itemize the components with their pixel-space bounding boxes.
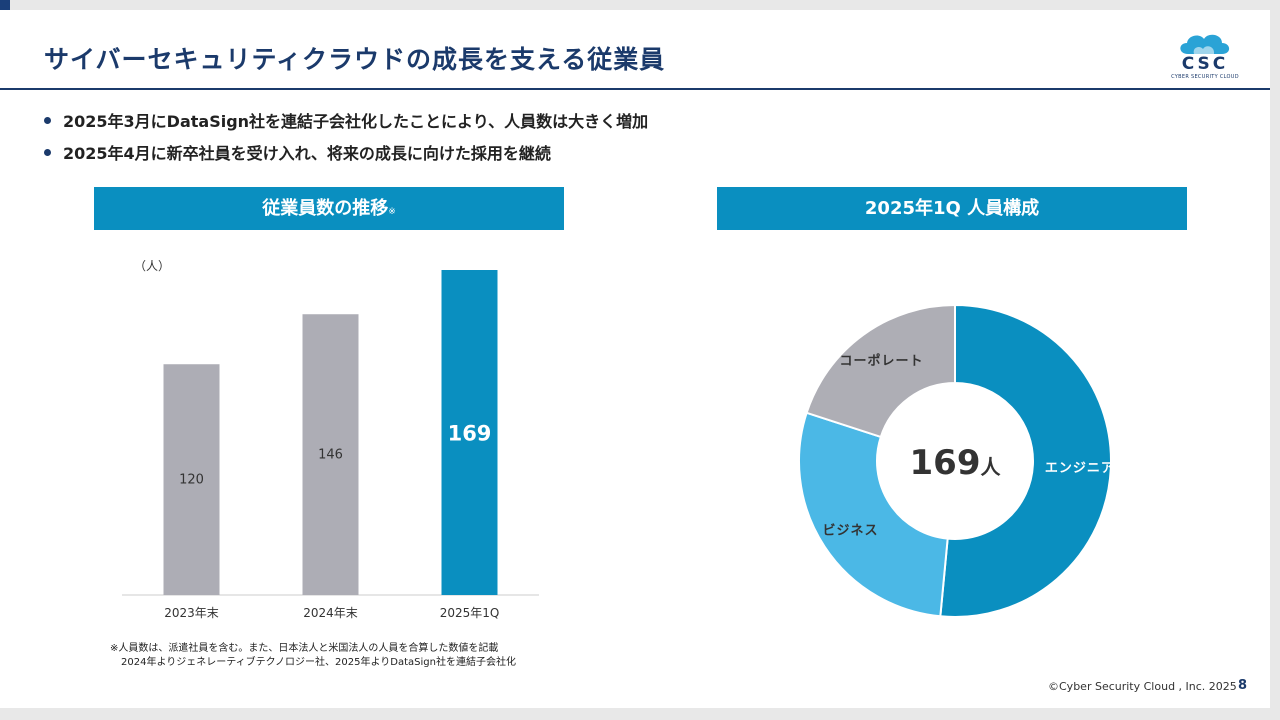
bullet-item: 2025年3月にDataSign社を連結子会社化したことにより、人員数は大きく増… bbox=[44, 106, 648, 138]
bullet-dot-icon bbox=[44, 117, 51, 124]
corner-mark bbox=[0, 0, 10, 10]
bar-chart-title-mark: ※ bbox=[388, 207, 396, 217]
company-logo: CSC CYBER SECURITY CLOUD bbox=[1170, 28, 1240, 84]
donut-center-label: 169人 bbox=[910, 443, 1002, 483]
donut-chart-title: 2025年1Q 人員構成 bbox=[864, 198, 1040, 219]
bar-chart-header: 従業員数の推移※ bbox=[94, 187, 564, 230]
donut-slice-3 bbox=[805, 303, 956, 439]
bullet-dot-icon bbox=[44, 149, 51, 156]
x-tick-label: 2025年1Q bbox=[440, 606, 500, 620]
bullet-text: 2025年3月にDataSign社を連結子会社化したことにより、人員数は大きく増… bbox=[63, 112, 649, 131]
donut-center-value: 169 bbox=[910, 443, 981, 483]
donut-slice-label: コーポレート bbox=[840, 353, 924, 369]
bar-3 bbox=[441, 270, 498, 595]
title-divider bbox=[0, 88, 1270, 90]
bullet-item: 2025年4月に新卒社員を受け入れ、将来の成長に向けた採用を継続 bbox=[44, 138, 648, 170]
bullet-text: 2025年4月に新卒社員を受け入れ、将来の成長に向けた採用を継続 bbox=[63, 144, 551, 163]
bar-chart-title: 従業員数の推移 bbox=[262, 198, 389, 219]
cloud-icon bbox=[1180, 34, 1230, 54]
footnote-line-2: 2024年よりジェネレーティブテクノロジー社、2025年よりDataSign社を… bbox=[121, 657, 516, 668]
x-tick-label: 2023年末 bbox=[164, 606, 219, 620]
copyright: ©Cyber Security Cloud , Inc. 2025 bbox=[1048, 680, 1237, 693]
bullet-list: 2025年3月にDataSign社を連結子会社化したことにより、人員数は大きく増… bbox=[44, 106, 648, 170]
donut-slice-label: エンジニア bbox=[1045, 461, 1115, 476]
page-number: 8 bbox=[1238, 678, 1248, 693]
donut-slice-label: ビジネス bbox=[823, 523, 879, 539]
bar-2 bbox=[302, 314, 359, 595]
bar-value-label: 169 bbox=[448, 422, 492, 446]
donut-slice-2 bbox=[798, 411, 949, 618]
y-unit-label: （人） bbox=[134, 259, 170, 273]
bar-chart: （人） 120 2023年末 146 2024年末 169 2025年1Q bbox=[122, 259, 539, 620]
footnote: ※人員数は、派遣社員を含む。また、日本法人と米国法人の人員を合算した数値を記載 … bbox=[110, 642, 516, 670]
bar-value-label: 146 bbox=[318, 448, 343, 463]
footnote-line-1: ※人員数は、派遣社員を含む。また、日本法人と米国法人の人員を合算した数値を記載 bbox=[110, 643, 499, 654]
donut-chart-header: 2025年1Q 人員構成 bbox=[717, 187, 1187, 230]
slide: サイバーセキュリティクラウドの成長を支える従業員 CSC CYBER SECUR… bbox=[0, 10, 1270, 708]
x-tick-label: 2024年末 bbox=[303, 606, 358, 620]
logo-text: CSC bbox=[1181, 54, 1229, 74]
donut-center-unit: 人 bbox=[980, 455, 1001, 479]
bar-value-label: 120 bbox=[179, 473, 204, 488]
donut-slice-1 bbox=[939, 303, 1112, 618]
bar-1 bbox=[163, 364, 220, 595]
slide-title: サイバーセキュリティクラウドの成長を支える従業員 bbox=[44, 45, 666, 74]
logo-subtext: CYBER SECURITY CLOUD bbox=[1171, 74, 1239, 80]
